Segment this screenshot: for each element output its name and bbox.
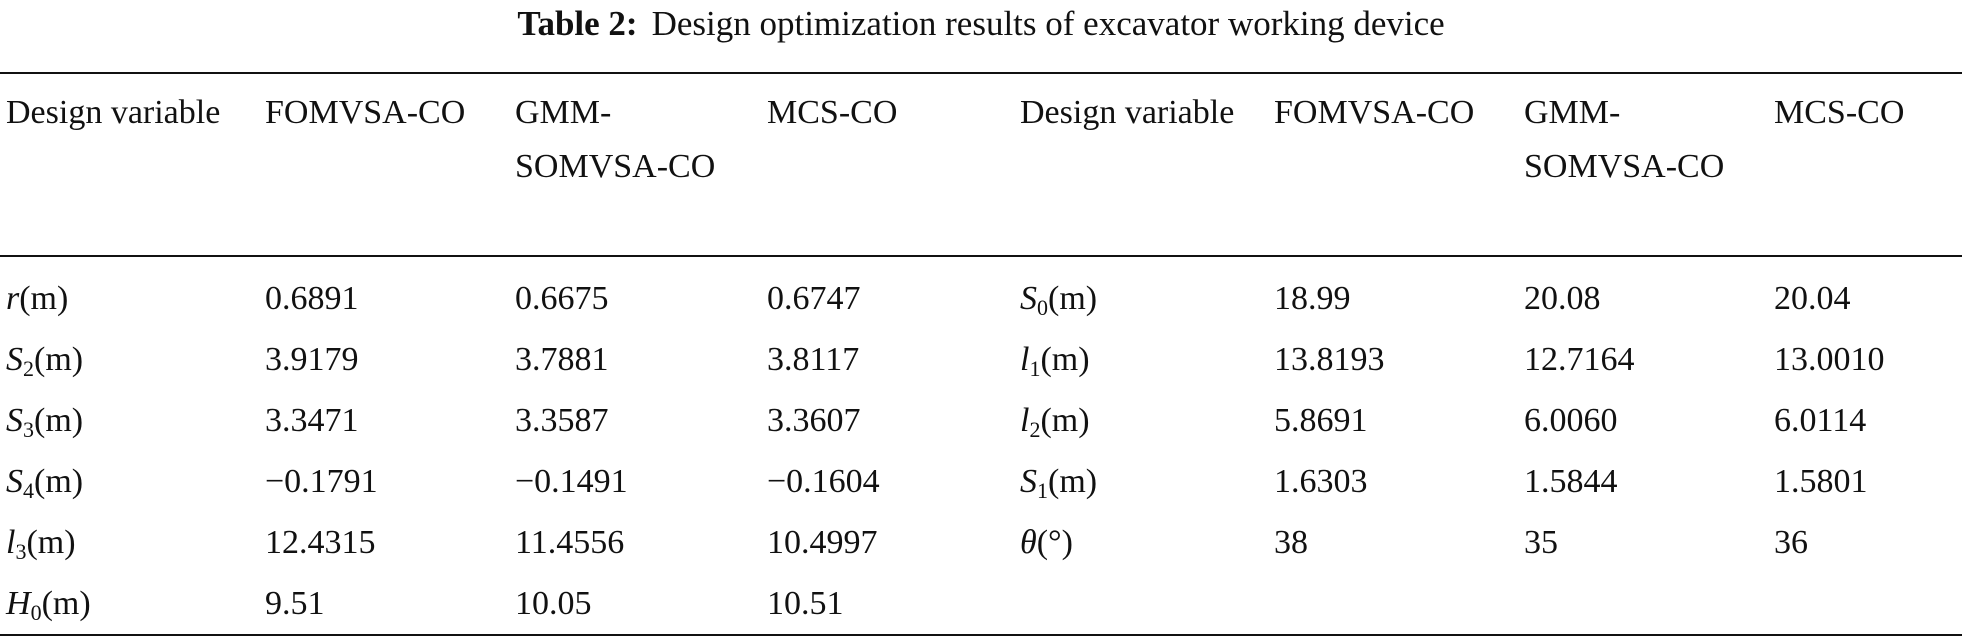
column-header: FOMVSA-CO <box>1274 94 1475 131</box>
value-cell: 20.04 <box>1774 280 1851 317</box>
value-cell: 11.4556 <box>515 524 625 561</box>
column-header: Design variable <box>6 94 221 131</box>
value-cell: 13.0010 <box>1774 341 1885 378</box>
variable-cell: l3(m) <box>6 512 76 573</box>
variable-unit: (m) <box>34 341 84 378</box>
title-text: Design optimization results of excavator… <box>651 4 1445 43</box>
value-cell: 10.51 <box>767 585 844 622</box>
variable-unit: (m) <box>1040 341 1090 378</box>
header-rule <box>0 255 1962 257</box>
title-label: Table 2: <box>517 4 638 43</box>
bottom-rule <box>0 634 1962 636</box>
column-header: MCS-CO <box>767 94 898 131</box>
value-cell: 9.51 <box>265 585 325 622</box>
variable-symbol: S <box>1020 463 1037 500</box>
value-cell: 5.8691 <box>1274 402 1368 439</box>
column-header: GMM-SOMVSA-CO <box>1524 94 1725 185</box>
variable-cell: S1(m) <box>1020 451 1097 512</box>
value-cell: 1.6303 <box>1274 463 1368 500</box>
variable-cell: S2(m) <box>6 329 83 390</box>
column-header: GMM-SOMVSA-CO <box>515 94 716 185</box>
value-cell: 0.6891 <box>265 280 359 317</box>
variable-symbol: S <box>1020 280 1037 317</box>
variable-cell: S3(m) <box>6 390 83 451</box>
value-cell: 0.6675 <box>515 280 609 317</box>
value-cell: 3.3587 <box>515 402 609 439</box>
value-cell: 36 <box>1774 524 1808 561</box>
variable-subscript: 2 <box>1029 417 1041 442</box>
value-cell: 3.9179 <box>265 341 359 378</box>
value-cell: 20.08 <box>1524 280 1601 317</box>
variable-unit: (°) <box>1036 524 1073 561</box>
value-cell: 3.8117 <box>767 341 860 378</box>
value-cell: 3.3607 <box>767 402 861 439</box>
variable-symbol: l <box>6 524 16 561</box>
variable-symbol: θ <box>1020 524 1037 561</box>
variable-subscript: 4 <box>23 478 34 503</box>
variable-symbol: S <box>6 463 23 500</box>
value-cell: 10.4997 <box>767 524 878 561</box>
variable-unit: (m) <box>34 402 84 439</box>
variable-cell: θ(°) <box>1020 512 1073 573</box>
variable-subscript: 0 <box>30 600 42 625</box>
value-cell: 3.3471 <box>265 402 359 439</box>
value-cell: 12.4315 <box>265 524 376 561</box>
variable-symbol: l <box>1020 402 1030 439</box>
value-cell: −0.1791 <box>265 463 378 500</box>
variable-subscript: 1 <box>1037 478 1048 503</box>
table-title: Table 2: Design optimization results of e… <box>0 4 1962 44</box>
variable-subscript: 2 <box>23 356 34 381</box>
variable-unit: (m) <box>41 585 91 622</box>
column-header: MCS-CO <box>1774 94 1905 131</box>
value-cell: 1.5844 <box>1524 463 1618 500</box>
value-cell: 6.0114 <box>1774 402 1867 439</box>
variable-subscript: 1 <box>1029 356 1041 381</box>
column-header: Design variable <box>1020 94 1235 131</box>
variable-cell: l1(m) <box>1020 329 1090 390</box>
value-cell: 35 <box>1524 524 1558 561</box>
value-cell: 10.05 <box>515 585 592 622</box>
variable-symbol: l <box>1020 341 1030 378</box>
top-rule <box>0 72 1962 74</box>
variable-cell: l2(m) <box>1020 390 1090 451</box>
variable-cell: H0(m) <box>6 573 91 634</box>
value-cell: 18.99 <box>1274 280 1351 317</box>
variable-unit: (m) <box>26 524 76 561</box>
variable-cell: S4(m) <box>6 451 83 512</box>
value-cell: 0.6747 <box>767 280 861 317</box>
variable-subscript: 0 <box>1037 295 1048 320</box>
variable-unit: (m) <box>1040 402 1090 439</box>
value-cell: 13.8193 <box>1274 341 1385 378</box>
variable-subscript: 3 <box>23 417 34 442</box>
variable-unit: (m) <box>34 463 84 500</box>
variable-symbol: S <box>6 402 23 439</box>
variable-unit: (m) <box>1048 463 1098 500</box>
variable-unit: (m) <box>19 280 69 317</box>
value-cell: −0.1604 <box>767 463 880 500</box>
variable-symbol: r <box>6 280 20 317</box>
column-header: FOMVSA-CO <box>265 94 466 131</box>
variable-cell: r(m) <box>6 268 68 329</box>
variable-subscript: 3 <box>15 539 27 564</box>
value-cell: 6.0060 <box>1524 402 1618 439</box>
value-cell: 1.5801 <box>1774 463 1868 500</box>
variable-unit: (m) <box>1048 280 1098 317</box>
variable-cell: S0(m) <box>1020 268 1097 329</box>
value-cell: 3.7881 <box>515 341 609 378</box>
value-cell: 12.7164 <box>1524 341 1635 378</box>
variable-symbol: H <box>6 585 31 622</box>
value-cell: −0.1491 <box>515 463 628 500</box>
value-cell: 38 <box>1274 524 1308 561</box>
variable-symbol: S <box>6 341 23 378</box>
